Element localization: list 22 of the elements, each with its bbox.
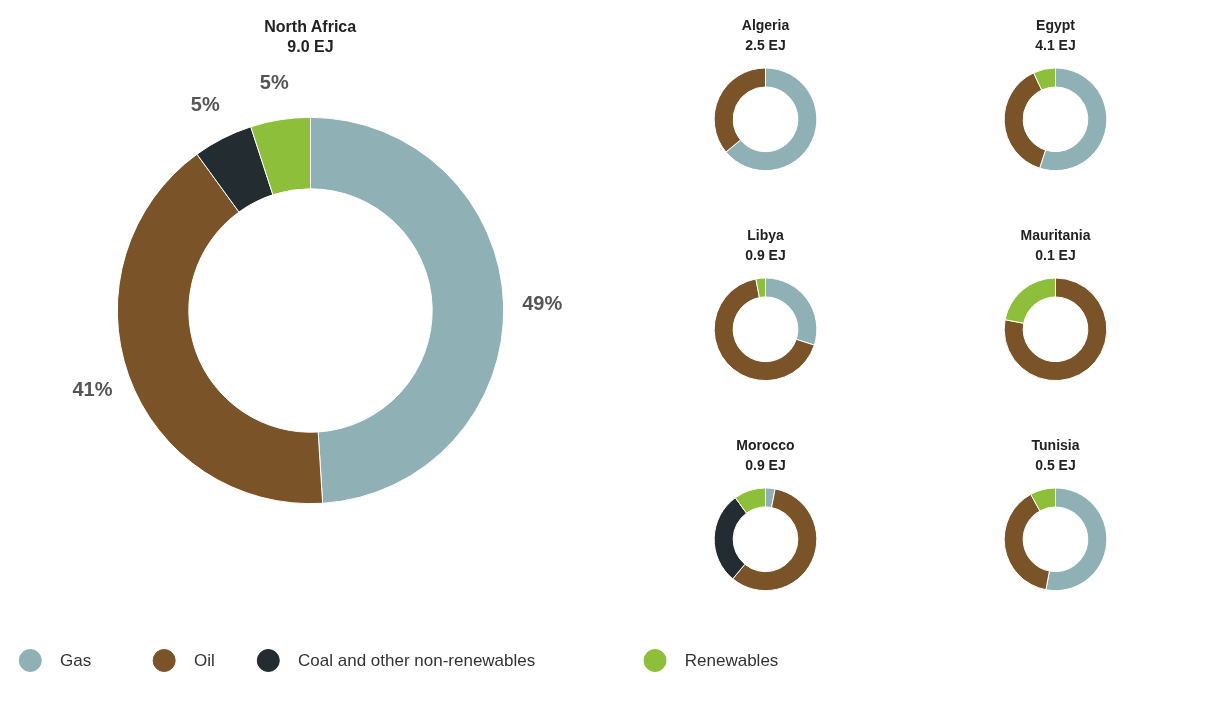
- chart-title: Algeria: [741, 16, 790, 33]
- chart-subtitle: 4.1 EJ: [1035, 36, 1076, 53]
- chart-subtitle: 0.5 EJ: [1035, 456, 1076, 473]
- chart-title: Mauritania: [1020, 226, 1091, 243]
- data-label: 5%: [259, 70, 289, 93]
- chart-subtitle: 9.0 EJ: [287, 38, 334, 56]
- data-label: 41%: [72, 378, 113, 401]
- legend-label: Gas: [60, 651, 92, 670]
- legend-label: Oil: [193, 651, 215, 670]
- data-label: 5%: [190, 92, 220, 115]
- chart-subtitle: 0.1 EJ: [1035, 246, 1076, 263]
- chart-subtitle: 0.9 EJ: [745, 456, 786, 473]
- chart-subtitle: 2.5 EJ: [745, 36, 786, 53]
- chart-title: Libya: [747, 226, 784, 243]
- chart-title: North Africa: [264, 17, 357, 35]
- chart-title: Tunisia: [1031, 436, 1080, 453]
- legend-label: Coal and other non-renewables: [298, 651, 536, 670]
- chart-title: Morocco: [736, 436, 795, 453]
- legend-label: Renewables: [684, 651, 779, 670]
- chart-subtitle: 0.9 EJ: [745, 246, 786, 263]
- data-label: 49%: [522, 292, 563, 315]
- chart-title: Egypt: [1036, 16, 1076, 33]
